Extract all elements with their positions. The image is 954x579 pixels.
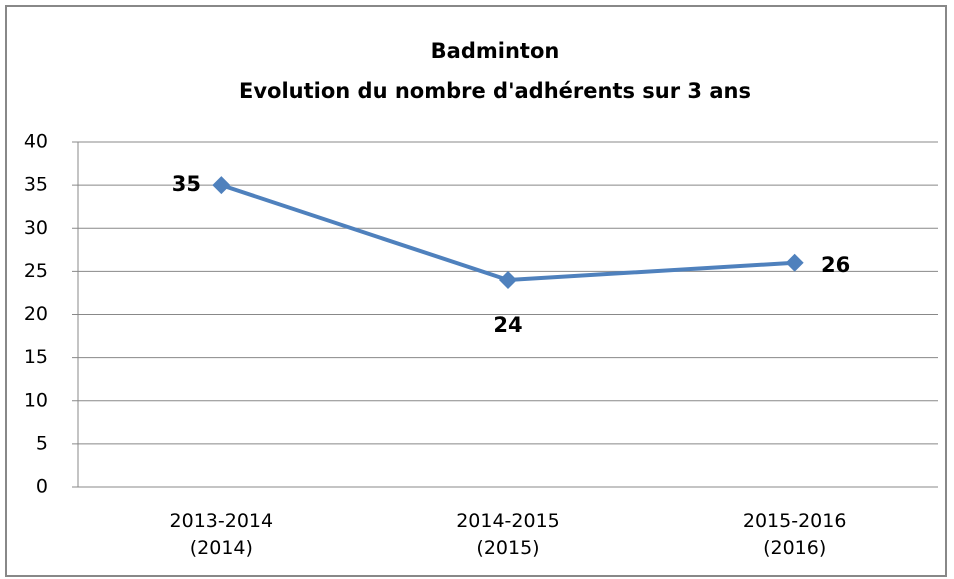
y-tick-label: 40: [24, 131, 48, 153]
chart-border: [5, 5, 947, 577]
y-tick-label: 30: [24, 217, 48, 239]
y-tick-label: 15: [24, 346, 48, 368]
chart-title: Badminton: [431, 39, 560, 63]
y-tick-label: 0: [36, 476, 48, 498]
x-tick-label: 2014-2015 (2015): [456, 510, 560, 559]
marker: [499, 271, 517, 289]
marker: [212, 176, 231, 195]
x-tick-label: 2015-2016 (2016): [742, 510, 847, 559]
x-tick-label: 2013-2014 (2014): [169, 510, 274, 559]
y-tick-label: 10: [24, 389, 48, 411]
data-label: 24: [493, 313, 522, 337]
data-label: 35: [172, 172, 201, 196]
y-tick-label: 5: [36, 432, 48, 454]
chart-subtitle: Evolution du nombre d'adhérents sur 3 an…: [239, 79, 751, 103]
y-tick-label: 20: [24, 303, 48, 325]
marker: [785, 253, 804, 272]
y-tick-label: 25: [24, 260, 48, 282]
data-label: 26: [821, 253, 850, 277]
y-tick-label: 35: [24, 174, 48, 196]
